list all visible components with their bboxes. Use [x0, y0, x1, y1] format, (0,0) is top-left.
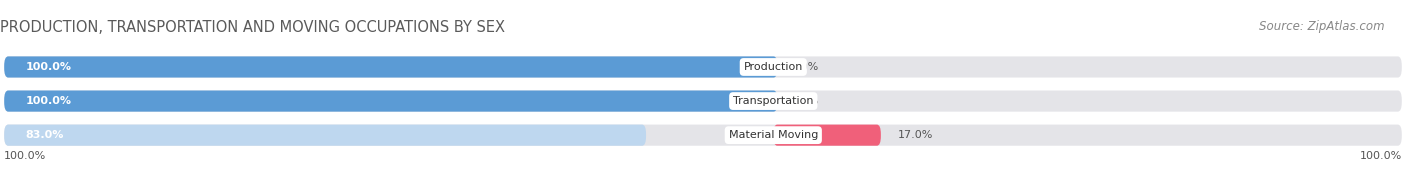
Text: PRODUCTION, TRANSPORTATION AND MOVING OCCUPATIONS BY SEX: PRODUCTION, TRANSPORTATION AND MOVING OC… [0, 20, 505, 35]
FancyBboxPatch shape [4, 125, 1402, 146]
FancyBboxPatch shape [773, 125, 880, 146]
Text: 100.0%: 100.0% [1360, 151, 1402, 161]
Text: 100.0%: 100.0% [4, 151, 46, 161]
Text: 0.0%: 0.0% [790, 96, 818, 106]
FancyBboxPatch shape [4, 56, 1402, 78]
Text: Material Moving: Material Moving [728, 130, 818, 140]
Text: 0.0%: 0.0% [790, 62, 818, 72]
Text: 17.0%: 17.0% [898, 130, 934, 140]
FancyBboxPatch shape [4, 91, 778, 112]
Text: Source: ZipAtlas.com: Source: ZipAtlas.com [1260, 20, 1385, 33]
Text: 83.0%: 83.0% [25, 130, 63, 140]
Text: Production: Production [744, 62, 803, 72]
Text: 100.0%: 100.0% [25, 62, 72, 72]
FancyBboxPatch shape [4, 56, 778, 78]
Text: Transportation: Transportation [733, 96, 814, 106]
FancyBboxPatch shape [4, 91, 1402, 112]
Text: 100.0%: 100.0% [25, 96, 72, 106]
FancyBboxPatch shape [4, 125, 647, 146]
